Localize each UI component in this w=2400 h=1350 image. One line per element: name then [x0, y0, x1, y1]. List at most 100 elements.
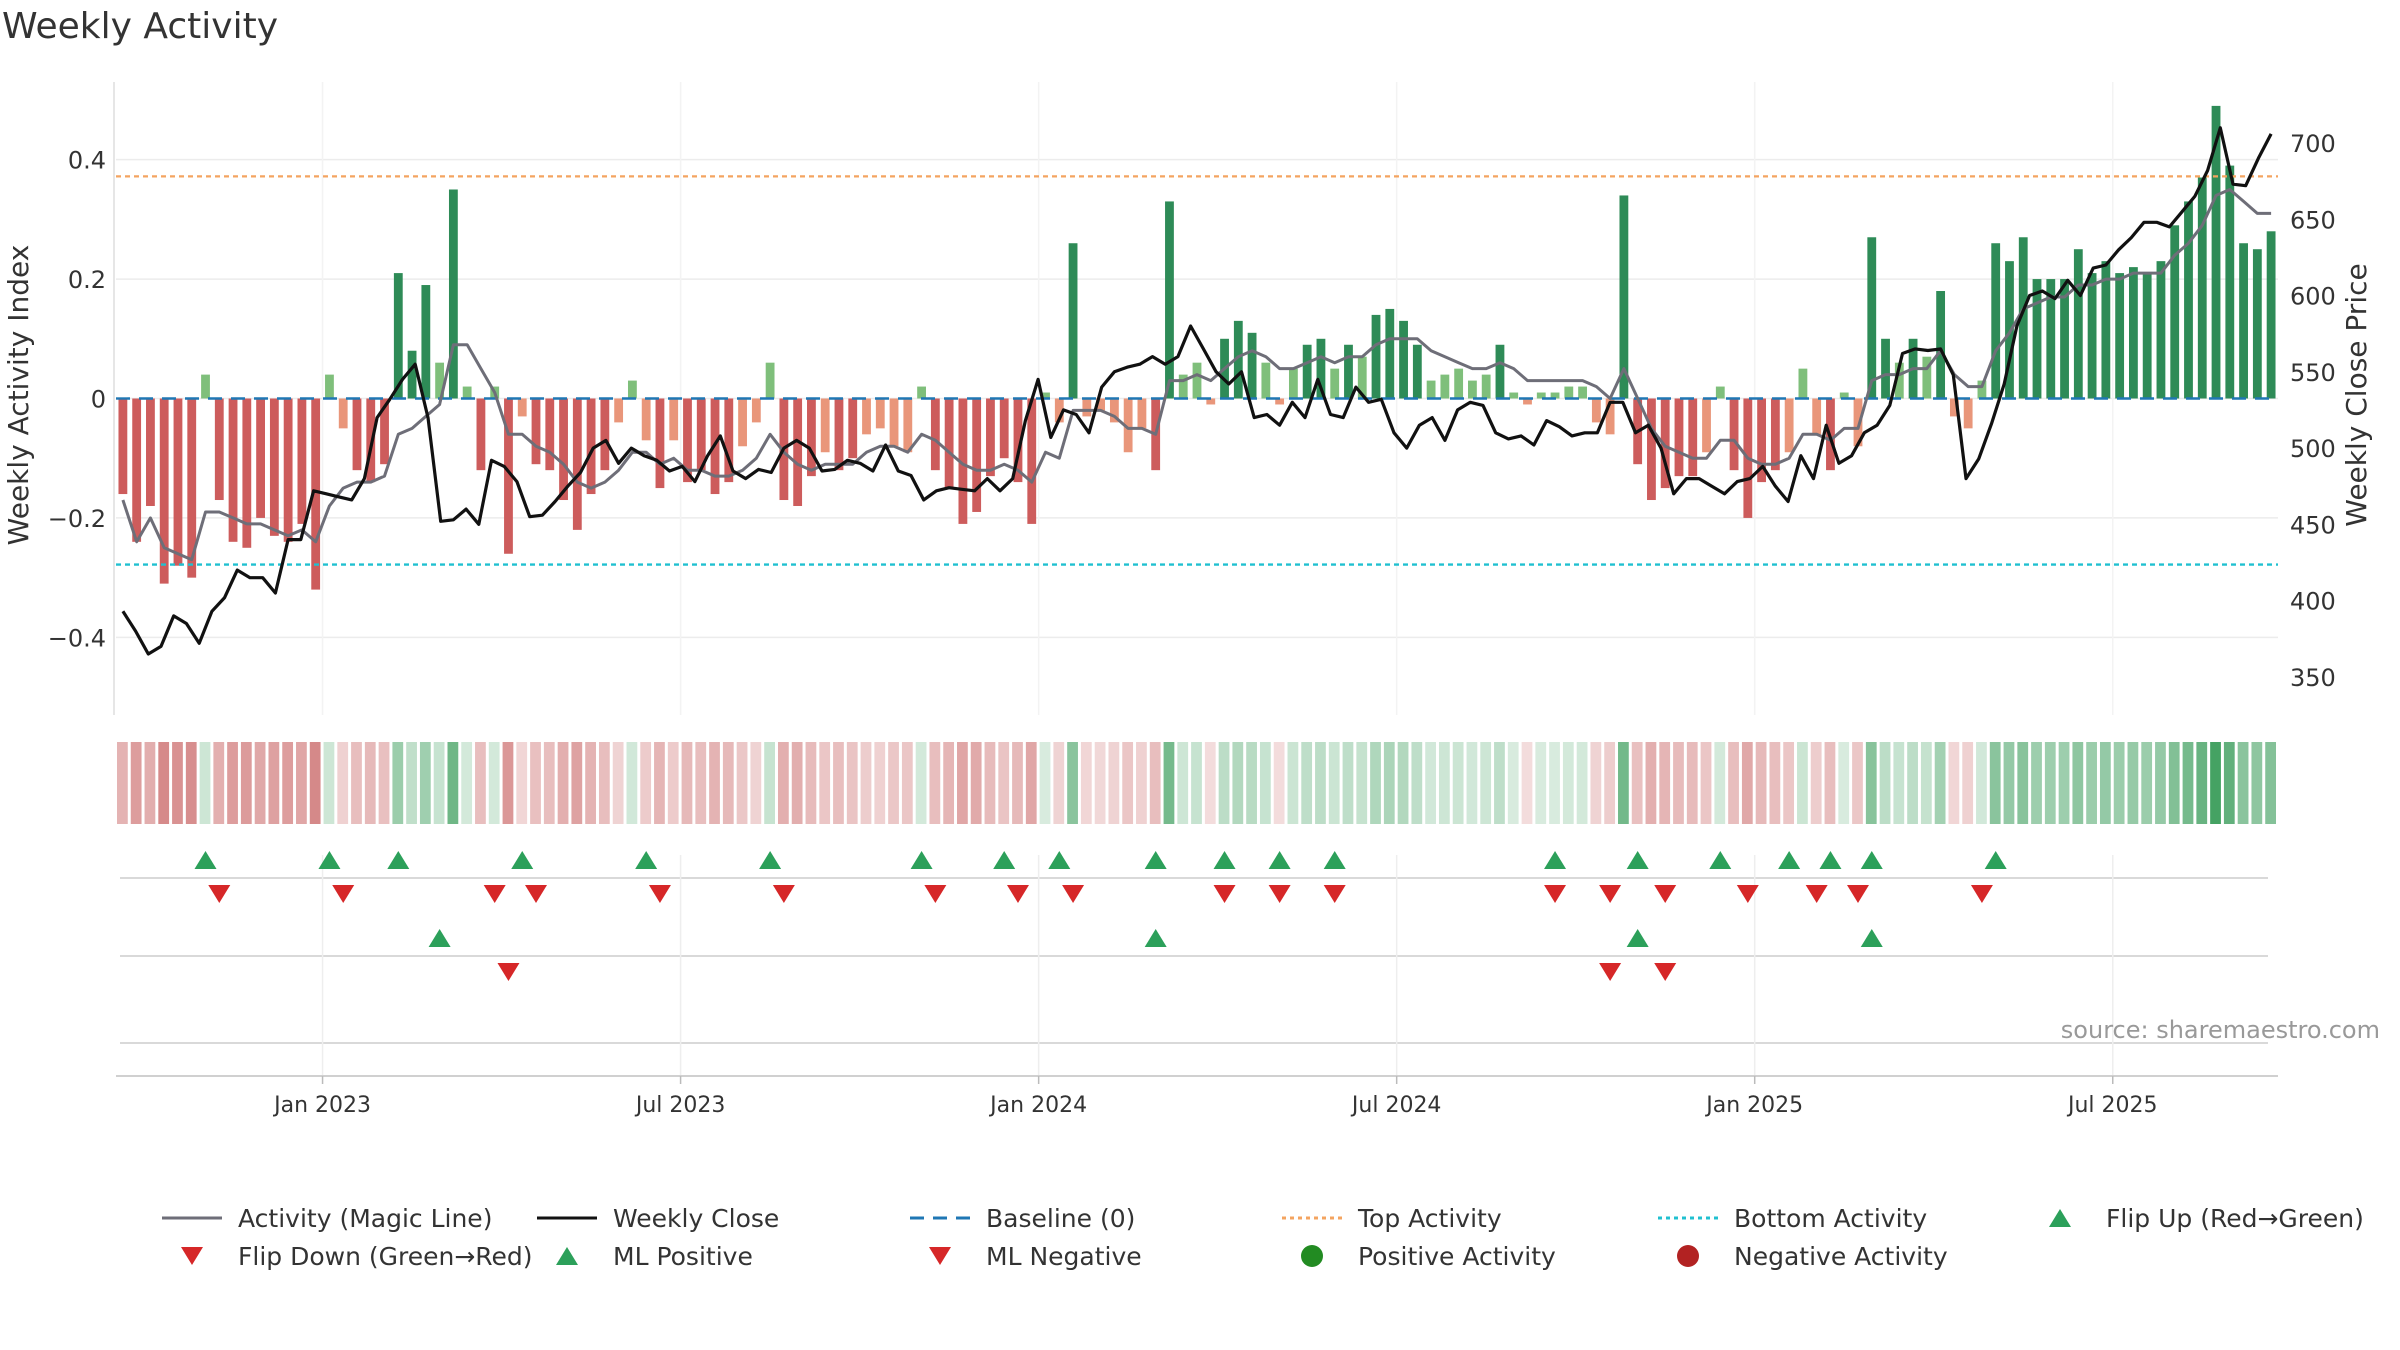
heat-strip-cell: [557, 742, 569, 824]
legend-swatch: [162, 1216, 222, 1220]
activity-bar: [228, 398, 238, 542]
heat-strip-cell: [1397, 742, 1409, 824]
activity-bar: [1812, 398, 1822, 435]
activity-bar: [2197, 177, 2207, 399]
heat-strip-cell: [1604, 742, 1616, 824]
activity-bar: [944, 398, 954, 489]
activity-bar: [2252, 249, 2262, 399]
activity-bar: [1137, 398, 1147, 429]
activity-bar: [738, 398, 747, 447]
heat-strip-cell: [833, 742, 844, 824]
activity-bar: [862, 398, 871, 435]
series-lines: [121, 126, 2273, 656]
activity-bar: [2170, 225, 2180, 399]
activity-bar: [1426, 380, 1436, 399]
heat-strip-cell: [777, 742, 789, 824]
flip-down-marker: [924, 885, 947, 903]
activity-bar: [903, 398, 913, 453]
flip-down-marker: [1213, 885, 1236, 903]
heat-strip-cell: [172, 742, 183, 824]
activity-bar: [1578, 386, 1587, 399]
legend-item: Activity (Magic Line): [160, 1200, 492, 1236]
activity-bar: [380, 398, 389, 465]
activity-bar: [1165, 201, 1174, 399]
flip-down-marker: [1970, 885, 1993, 903]
activity-bar: [765, 362, 775, 399]
activity-bar: [1894, 362, 1904, 399]
activity-bar: [1468, 380, 1477, 399]
activity-bar: [1495, 344, 1505, 399]
heat-strip-cell: [2003, 742, 2015, 824]
flip-up-marker: [1626, 851, 1649, 869]
heat-strip-cell: [1246, 742, 1257, 824]
heat-strip-cell: [791, 742, 803, 824]
x-tick-label: Jan 2025: [1704, 1093, 1803, 1118]
activity-bar: [1123, 398, 1133, 453]
legend-item: Negative Activity: [1656, 1238, 1948, 1274]
activity-bar: [1647, 398, 1656, 501]
y-tick-right-label: 600: [2290, 283, 2336, 311]
activity-bar: [545, 398, 555, 471]
activity-bar: [159, 398, 169, 584]
activity-bar: [627, 380, 637, 399]
heat-strip-cell: [1411, 742, 1423, 824]
flip-up-marker: [1144, 851, 1167, 869]
heat-strip-cell: [1700, 742, 1712, 824]
heat-strip-cell: [2058, 742, 2070, 824]
activity-bar: [1399, 320, 1408, 399]
heat-strip-cell: [475, 742, 486, 824]
flip-up-marker: [910, 851, 933, 869]
activity-bar: [1949, 398, 1959, 417]
heat-strip-cell: [1494, 742, 1505, 824]
heat-strip-cell: [736, 742, 748, 824]
heat-strip-cell: [1218, 742, 1230, 824]
heat-strip-cell: [213, 742, 225, 824]
flip-up-marker: [759, 851, 782, 869]
activity-bar: [2087, 273, 2097, 399]
flip-down-marker: [483, 885, 506, 903]
activity-bar: [820, 398, 830, 453]
activity-bar: [242, 398, 252, 548]
heat-strip-cell: [1920, 742, 1932, 824]
y-tick-right-label: 450: [2290, 511, 2336, 539]
y-tick-left-label: 0.2: [68, 266, 106, 294]
activity-bar: [1550, 392, 1560, 399]
heat-strip-cell: [2237, 742, 2249, 824]
heat-strip-cell: [681, 742, 693, 824]
legend-label: Flip Up (Red→Green): [2106, 1203, 2364, 1233]
heat-strip-cell: [185, 742, 197, 824]
activity-bar: [531, 398, 541, 465]
heat-strip-cell: [2017, 742, 2029, 824]
x-tick-label: Jul 2024: [1350, 1093, 1442, 1118]
heat-strip-cell: [1893, 742, 1905, 824]
activity-bar: [435, 362, 445, 399]
x-tick-label: Jul 2025: [2066, 1093, 2158, 1118]
heat-strip-cell: [1562, 742, 1574, 824]
heat-strip-cell: [1879, 742, 1891, 824]
activity-bar: [118, 398, 128, 495]
flip-down-marker: [1736, 885, 1759, 903]
heat-strip-cell: [750, 742, 762, 824]
heat-strip-cell: [1618, 742, 1629, 824]
activity-bar: [2156, 261, 2166, 399]
heat-strip-cell: [1783, 742, 1795, 824]
heat-strip-cell: [1356, 742, 1368, 824]
legend-item: ML Negative: [908, 1238, 1142, 1274]
legend-item: Positive Activity: [1280, 1238, 1556, 1274]
flip-down-marker: [332, 885, 355, 903]
activity-bars: [118, 105, 2276, 590]
heat-strip-cell: [1934, 742, 1946, 824]
heat-strip-cell: [1769, 742, 1781, 824]
activity-bar: [1412, 344, 1422, 399]
legend-label: Top Activity: [1358, 1203, 1502, 1233]
activity-bar: [1729, 398, 1739, 471]
activity-bar: [655, 398, 665, 489]
activity-bar: [1481, 374, 1491, 399]
flip-down-marker: [772, 885, 795, 903]
heat-strip-cell: [1287, 742, 1299, 824]
flip-up-marker: [511, 851, 534, 869]
heat-strip-cell: [1535, 742, 1547, 824]
legend-swatch: [929, 1247, 951, 1265]
activity-bar: [1977, 380, 1987, 399]
heat-strip-cell: [1438, 742, 1450, 824]
